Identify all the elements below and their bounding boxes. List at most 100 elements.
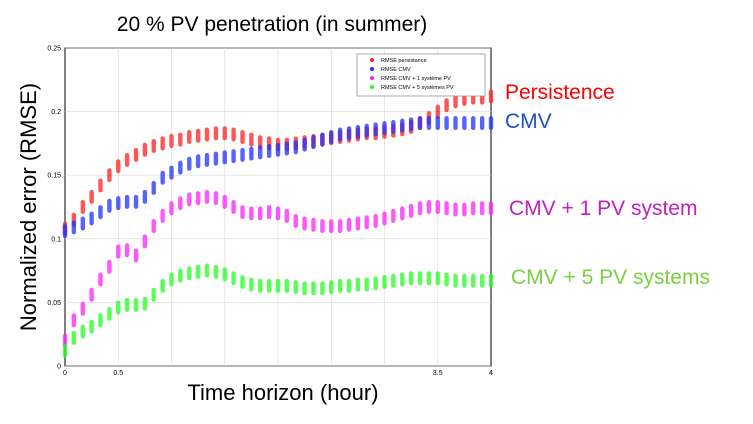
data-point — [71, 331, 77, 346]
data-point — [329, 219, 334, 234]
data-point — [382, 275, 387, 290]
data-point — [302, 216, 307, 231]
data-point — [107, 168, 112, 183]
x-axis-label: Time horizon (hour) — [187, 380, 378, 405]
data-point — [178, 132, 183, 147]
data-point — [89, 189, 94, 204]
data-point — [426, 200, 432, 214]
data-point — [116, 196, 121, 211]
data-point — [80, 324, 85, 339]
data-point — [231, 271, 236, 286]
y-tick-label: 0.15 — [47, 173, 61, 180]
data-point — [213, 126, 219, 141]
data-point — [417, 201, 423, 216]
series-annotation: CMV + 5 PV systems — [511, 266, 710, 289]
data-point — [116, 244, 121, 259]
x-tick-label: 4 — [489, 370, 493, 377]
data-point — [444, 201, 449, 216]
data-point — [71, 220, 77, 235]
data-point — [293, 213, 298, 228]
data-point — [444, 98, 449, 113]
series-group — [62, 116, 494, 239]
data-point — [89, 211, 94, 226]
data-point — [80, 216, 85, 231]
data-point — [275, 278, 281, 293]
plot-area: 0 0.05 0.1 0.15 0.2 0.25 0 0.5 3.5 4 — [47, 46, 494, 377]
data-point — [249, 206, 254, 221]
data-point — [98, 272, 103, 287]
data-point — [373, 276, 378, 291]
data-point — [62, 343, 68, 358]
data-point — [417, 271, 423, 286]
legend-marker — [370, 85, 374, 89]
legend-label: RMSE CMV + 5 systèmes PV — [381, 85, 454, 91]
y-axis-label: Normalized error (RMSE) — [16, 83, 41, 331]
data-point — [284, 141, 290, 156]
data-point — [479, 273, 485, 288]
data-point — [133, 248, 139, 263]
data-point — [89, 319, 94, 334]
data-point — [89, 287, 94, 302]
data-point — [266, 205, 272, 220]
data-point — [373, 213, 378, 228]
data-point — [400, 206, 405, 221]
data-point — [195, 264, 201, 279]
data-point — [222, 267, 227, 282]
data-point — [142, 234, 148, 249]
data-point — [124, 194, 130, 209]
data-point — [337, 219, 343, 234]
data-point — [258, 145, 263, 160]
data-point — [479, 116, 485, 131]
data-point — [240, 147, 245, 162]
data-point — [453, 94, 458, 109]
series-annotation: Persistence — [505, 81, 615, 104]
legend: RMSE persistance RMSE CMV RMSE CMV + 1 sys… — [356, 53, 486, 97]
data-point — [222, 150, 227, 165]
data-point — [142, 142, 148, 157]
data-point — [124, 243, 130, 258]
data-point — [213, 151, 219, 166]
data-point — [266, 144, 272, 159]
x-tick-label: 3.5 — [433, 370, 443, 377]
data-point — [462, 116, 467, 131]
data-point — [160, 136, 165, 151]
data-point — [435, 116, 440, 131]
data-point — [311, 217, 316, 232]
data-point — [471, 116, 476, 131]
data-point — [284, 208, 290, 223]
y-tick-label: 0.25 — [47, 46, 61, 53]
series-annotation: CMV — [505, 110, 552, 133]
data-point — [187, 192, 192, 207]
data-point — [435, 271, 440, 286]
data-point — [373, 122, 378, 137]
data-point — [204, 189, 210, 204]
data-point — [98, 205, 103, 220]
data-point — [116, 159, 121, 174]
data-point — [444, 272, 449, 287]
data-point — [408, 203, 414, 218]
data-point — [391, 273, 396, 288]
data-point — [240, 275, 245, 290]
data-point — [187, 130, 192, 145]
legend-box — [356, 53, 486, 97]
y-tick-label: 0 — [57, 364, 61, 371]
y-tick-label: 0.1 — [51, 236, 61, 243]
data-point — [142, 296, 148, 311]
data-point — [435, 200, 440, 214]
data-point — [355, 277, 361, 292]
data-point — [337, 127, 343, 142]
data-point — [408, 117, 414, 132]
data-point — [213, 264, 219, 279]
data-point — [462, 202, 467, 217]
data-point — [453, 116, 458, 131]
data-point — [258, 206, 263, 221]
data-point — [204, 263, 210, 278]
data-point — [293, 280, 298, 295]
data-point — [329, 130, 334, 145]
data-point — [133, 194, 139, 209]
data-point — [62, 224, 68, 239]
data-point — [213, 191, 219, 206]
data-point — [151, 180, 156, 195]
data-point — [320, 219, 325, 234]
data-point — [151, 287, 156, 302]
